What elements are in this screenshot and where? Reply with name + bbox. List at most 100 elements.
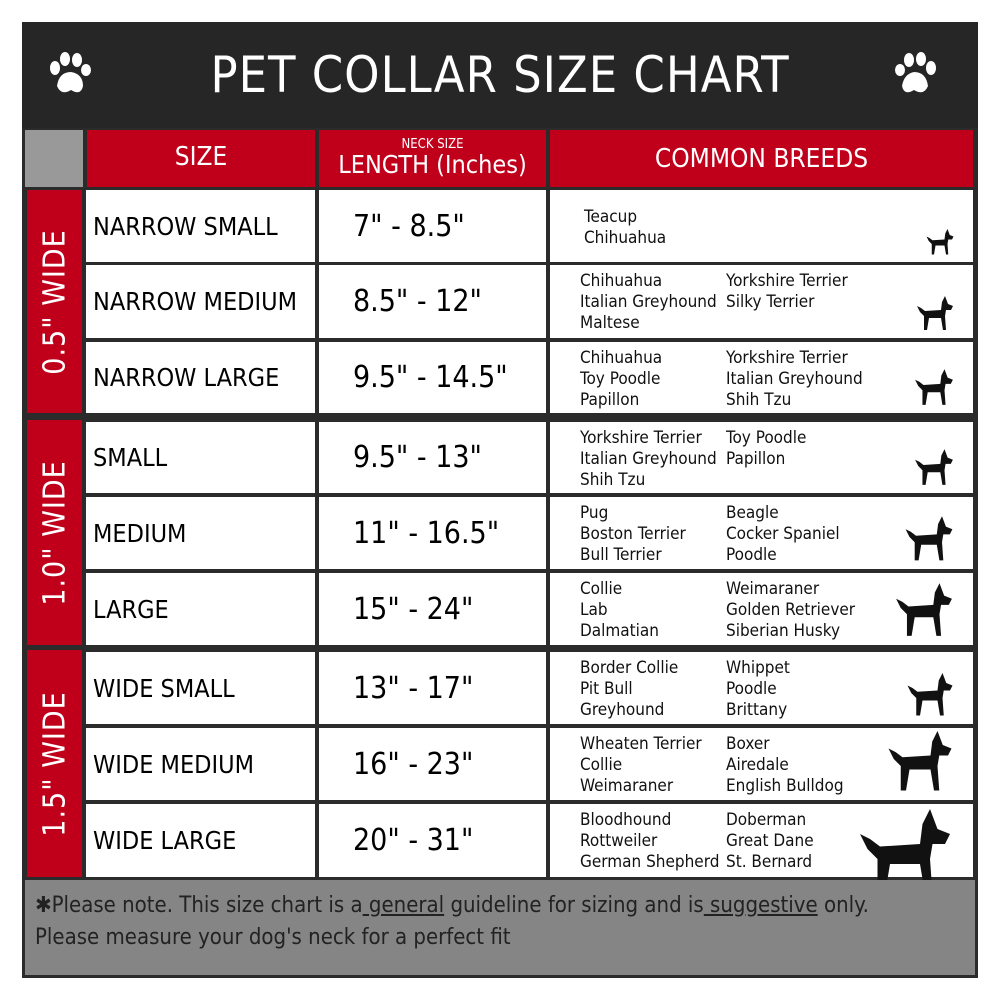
breed-name: Yorkshire Terrier	[726, 348, 848, 368]
row-breeds: Pug Beagle Boston Terrier Cocker Spaniel Bul…	[550, 497, 973, 569]
row-length: 11" - 16.5"	[319, 497, 546, 569]
paw-icon	[895, 52, 936, 93]
dog-silhouette-icon	[907, 673, 953, 716]
breed-name: Brittany	[726, 700, 788, 720]
row-length: 16" - 23"	[319, 728, 546, 800]
row-size: NARROW LARGE	[86, 342, 315, 413]
row-length: 8.5" - 12"	[319, 265, 546, 338]
breed-name: Toy Poodle	[726, 428, 807, 448]
breed-name: Whippet	[726, 658, 790, 678]
breed-name: Greyhound	[580, 700, 665, 720]
row-size: WIDE SMALL	[86, 652, 315, 724]
breed-name: Boston Terrier	[580, 524, 686, 544]
breed-name: Siberian Husky	[726, 621, 841, 641]
row-breeds: Border Collie Whippet Pit Bull Poodle Greyho…	[550, 652, 973, 724]
row-size: NARROW MEDIUM	[86, 265, 315, 338]
breed-name: Weimaraner	[726, 579, 820, 599]
breed-name: Boxer	[726, 734, 770, 754]
row-breeds: Collie Weimaraner Lab Golden Retriever Dalma…	[550, 573, 973, 645]
note-general: general	[362, 893, 445, 918]
breed-name: English Bulldog	[726, 776, 844, 796]
page-title: PET COLLAR SIZE CHART	[22, 22, 978, 128]
row-breeds: Wheaten Terrier Boxer Collie Airedale Weimar…	[550, 728, 973, 800]
row-breeds: Yorkshire Terrier Toy Poodle Italian Greyh…	[550, 422, 973, 493]
breed-name: Border Collie	[580, 658, 679, 678]
breed-name: Poodle	[726, 545, 777, 565]
breed-name: Weimaraner	[580, 776, 674, 796]
group-label-text: 1.5" WIDE	[37, 690, 72, 837]
breed-name: Collie	[580, 579, 623, 599]
note-suggestive: suggestive	[703, 893, 818, 918]
corner-cell	[25, 130, 83, 187]
breed-name: St. Bernard	[726, 852, 813, 872]
note-text: guideline for sizing and is	[444, 893, 704, 918]
note-line2: Please measure your dog's neck for a per…	[35, 925, 511, 950]
group-label: 1.0" WIDE	[27, 420, 82, 645]
breed-name: Chihuahua	[580, 271, 663, 291]
breed-name: Doberman	[726, 810, 807, 830]
row-size: WIDE MEDIUM	[86, 728, 315, 800]
row-breeds: Chihuahua Yorkshire Terrier Italian Greyho…	[550, 265, 973, 338]
dog-silhouette-icon	[896, 583, 952, 636]
breed-name: Dalmatian	[580, 621, 659, 641]
breed-name: German Shepherd	[580, 852, 720, 872]
dog-silhouette-icon	[915, 369, 953, 405]
breed-name: Shih Tzu	[580, 470, 646, 490]
breed-name: Papillon	[726, 449, 786, 469]
breed-name: Toy Poodle	[580, 369, 661, 389]
breed-name: Chihuahua	[584, 228, 667, 248]
breed-name: Italian Greyhound	[726, 369, 863, 389]
header-length-label: LENGTH (Inches)	[338, 150, 527, 179]
breed-name: Wheaten Terrier	[580, 734, 702, 754]
row-length: 9.5" - 14.5"	[319, 342, 546, 413]
row-breeds: Chihuahua Yorkshire Terrier Toy Poodle Ital…	[550, 342, 973, 413]
breed-name: Cocker Spaniel	[726, 524, 840, 544]
dog-silhouette-icon	[915, 449, 953, 485]
breed-name: Great Dane	[726, 831, 814, 851]
breed-name: Airedale	[726, 755, 789, 775]
row-breeds: Bloodhound Doberman Rottweiler Great Dane Ge…	[550, 804, 973, 894]
breed-name: Bull Terrier	[580, 545, 662, 565]
header-neck-size: NECK SIZE	[401, 137, 464, 152]
row-length: 20" - 31"	[319, 804, 546, 877]
group-label: 0.5" WIDE	[27, 190, 82, 413]
header-breeds: COMMON BREEDS	[550, 130, 973, 187]
breed-name: Italian Greyhound	[580, 292, 717, 312]
dog-silhouette-icon	[860, 809, 950, 894]
row-length: 7" - 8.5"	[319, 190, 546, 262]
row-breeds: Teacup Chihuahua	[550, 190, 973, 262]
group-label: 1.5" WIDE	[27, 650, 82, 877]
group-label-text: 0.5" WIDE	[37, 228, 72, 375]
breed-name: Collie	[580, 755, 623, 775]
paw-icon	[50, 52, 91, 93]
breed-name: Silky Terrier	[726, 292, 815, 312]
dog-silhouette-icon	[926, 229, 954, 255]
row-length: 9.5" - 13"	[319, 422, 546, 493]
breed-name: Papillon	[580, 390, 640, 410]
dog-silhouette-icon	[917, 296, 953, 330]
breed-name: Golden Retriever	[726, 600, 856, 620]
breed-name: Yorkshire Terrier	[580, 428, 702, 448]
row-length: 13" - 17"	[319, 652, 546, 724]
breed-name: Pug	[580, 503, 609, 523]
breed-name: Pit Bull	[580, 679, 633, 699]
row-length: 15" - 24"	[319, 573, 546, 645]
dog-silhouette-icon	[888, 731, 952, 791]
note-text: only.	[817, 893, 869, 918]
row-size: SMALL	[86, 422, 315, 493]
dog-silhouette-icon	[905, 516, 953, 561]
breed-name: Maltese	[580, 313, 640, 333]
footer-note: ✱Please note. This size chart is a gener…	[25, 880, 975, 975]
breed-name: Chihuahua	[580, 348, 663, 368]
breed-name: Rottweiler	[580, 831, 658, 851]
header-size: SIZE	[87, 130, 315, 187]
breed-name: Italian Greyhound	[580, 449, 717, 469]
group-label-text: 1.0" WIDE	[37, 459, 72, 606]
row-size: LARGE	[86, 573, 315, 645]
breed-name: Teacup	[584, 207, 638, 227]
breed-name: Lab	[580, 600, 608, 620]
breed-name: Bloodhound	[580, 810, 672, 830]
row-size: WIDE LARGE	[86, 804, 315, 877]
note-text: ✱Please note. This size chart is a	[35, 893, 363, 918]
header-length: NECK SIZE LENGTH (Inches)	[319, 130, 546, 187]
